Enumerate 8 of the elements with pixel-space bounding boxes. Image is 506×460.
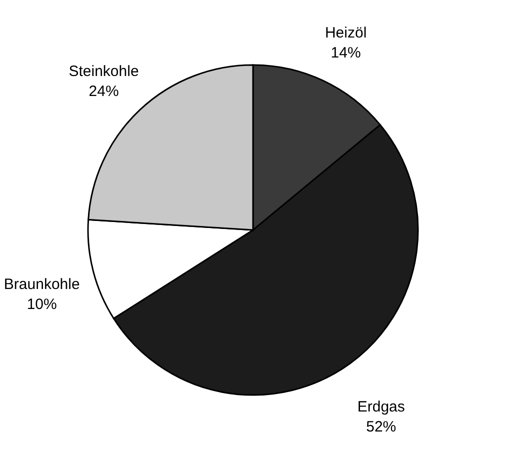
data-label: 14% bbox=[330, 44, 361, 62]
data-label: 24% bbox=[88, 83, 119, 100]
slice-label: Braunkohle bbox=[4, 276, 80, 294]
slice-label: Erdgas bbox=[357, 398, 405, 416]
slice-label: Heizöl bbox=[324, 24, 367, 42]
data-label: 52% bbox=[366, 418, 396, 436]
data-label: 10% bbox=[26, 296, 57, 314]
slice-label: Steinkohle bbox=[68, 63, 139, 80]
